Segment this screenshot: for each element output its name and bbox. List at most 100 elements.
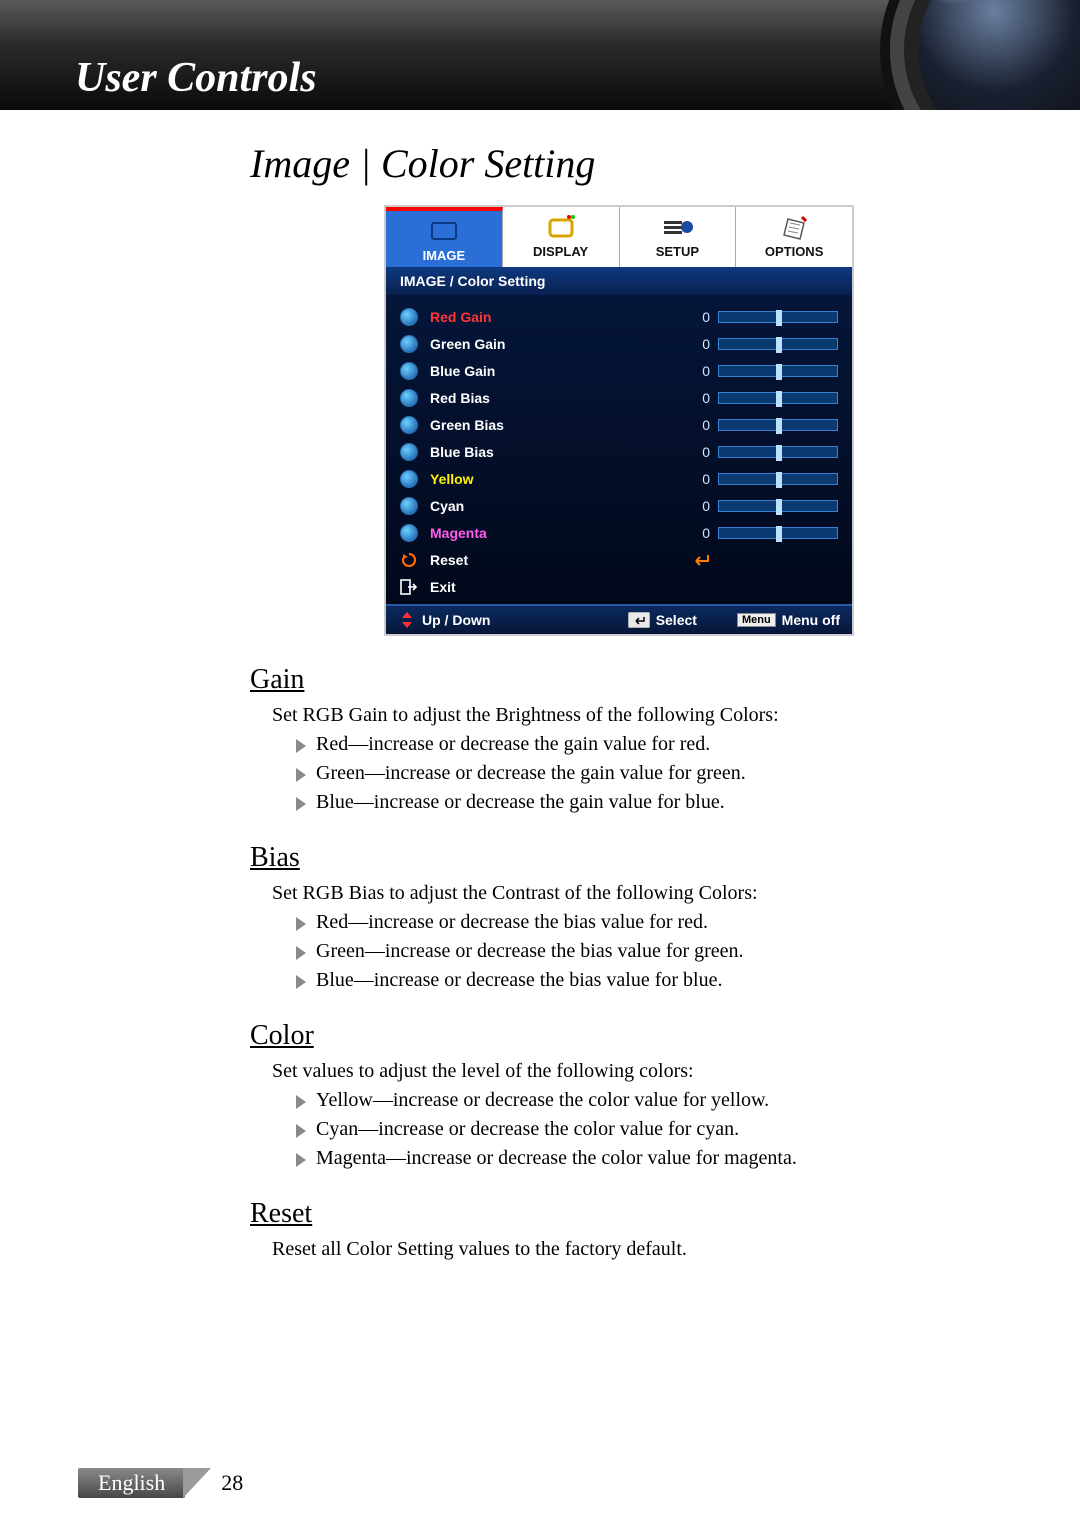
enter-icon [690, 552, 712, 568]
section-heading-color: Color [250, 1020, 950, 1052]
osd-row-label: Red Bias [430, 390, 676, 406]
osd-row-reset[interactable]: Reset [400, 546, 838, 573]
section-intro: Reset all Color Setting values to the fa… [272, 1238, 950, 1261]
setup-tab-icon [620, 213, 736, 241]
triangle-bullet-icon [296, 975, 306, 989]
section-heading-gain: Gain [250, 664, 950, 696]
wedge-decoration [183, 1468, 211, 1498]
osd-row-label: Blue Gain [430, 363, 676, 379]
bullet-item: Green—increase or decrease the gain valu… [296, 762, 950, 785]
section-heading-bias: Bias [250, 842, 950, 874]
osd-slider[interactable] [718, 473, 838, 485]
footer-updown: Up / Down [398, 611, 490, 629]
osd-slider[interactable] [718, 419, 838, 431]
osd-row-blue-bias[interactable]: Blue Bias0 [400, 438, 838, 465]
triangle-bullet-icon [296, 1124, 306, 1138]
bullet-icon [400, 443, 418, 461]
section-heading-reset: Reset [250, 1198, 950, 1230]
osd-row-exit[interactable]: Exit [400, 573, 838, 600]
bullet-item: Yellow—increase or decrease the color va… [296, 1089, 950, 1112]
bullet-item: Magenta—increase or decrease the color v… [296, 1147, 950, 1170]
osd-row-label: Magenta [430, 525, 676, 541]
bullet-icon [400, 416, 418, 434]
osd-row-label: Reset [430, 552, 690, 568]
footer-menuoff: Menu Menu off [737, 612, 840, 628]
osd-tabs: IMAGEDISPLAYSETUPOPTIONS [386, 207, 852, 267]
osd-value: 0 [676, 363, 710, 379]
display-tab-icon [503, 213, 619, 241]
bullet-icon [400, 362, 418, 380]
footer-select: Select [628, 612, 697, 628]
exit-icon [400, 578, 418, 596]
osd-row-label: Yellow [430, 471, 676, 487]
page-number: 28 [221, 1470, 243, 1496]
osd-menu: IMAGEDISPLAYSETUPOPTIONS IMAGE / Color S… [384, 205, 854, 636]
osd-value: 0 [676, 417, 710, 433]
updown-icon [398, 611, 416, 629]
header-band: User Controls [0, 0, 1080, 110]
section-intro: Set RGB Gain to adjust the Brightness of… [272, 704, 950, 727]
osd-row-label: Blue Bias [430, 444, 676, 460]
bullet-icon [400, 497, 418, 515]
reset-icon [400, 551, 418, 569]
osd-slider[interactable] [718, 527, 838, 539]
section-intro: Set RGB Bias to adjust the Contrast of t… [272, 882, 950, 905]
osd-row-label: Green Bias [430, 417, 676, 433]
osd-value: 0 [676, 336, 710, 352]
bullet-item: Green—increase or decrease the bias valu… [296, 940, 950, 963]
osd-row-red-gain[interactable]: Red Gain0 [400, 303, 838, 330]
bullet-item: Red—increase or decrease the bias value … [296, 911, 950, 934]
osd-tab-image[interactable]: IMAGE [386, 207, 503, 267]
osd-value: 0 [676, 471, 710, 487]
osd-value: 0 [676, 498, 710, 514]
triangle-bullet-icon [296, 768, 306, 782]
bullet-item: Blue—increase or decrease the gain value… [296, 791, 950, 814]
osd-value: 0 [676, 390, 710, 406]
osd-slider[interactable] [718, 311, 838, 323]
enter-key-icon [628, 612, 650, 628]
osd-tab-options[interactable]: OPTIONS [736, 207, 852, 267]
bullet-icon [400, 308, 418, 326]
page-footer: English 28 [78, 1468, 243, 1498]
triangle-bullet-icon [296, 1153, 306, 1167]
section-intro: Set values to adjust the level of the fo… [272, 1060, 950, 1083]
triangle-bullet-icon [296, 917, 306, 931]
image-tab-icon [386, 217, 502, 245]
osd-row-blue-gain[interactable]: Blue Gain0 [400, 357, 838, 384]
page-title: Image | Color Setting [250, 140, 1080, 187]
osd-row-label: Cyan [430, 498, 676, 514]
menu-key-icon: Menu [737, 613, 776, 627]
bullet-item: Red—increase or decrease the gain value … [296, 733, 950, 756]
bullet-item: Blue—increase or decrease the bias value… [296, 969, 950, 992]
osd-footer: Up / Down Select Menu Menu off [386, 604, 852, 634]
osd-slider[interactable] [718, 500, 838, 512]
osd-row-magenta[interactable]: Magenta0 [400, 519, 838, 546]
options-tab-icon [736, 213, 852, 241]
osd-breadcrumb: IMAGE / Color Setting [386, 267, 852, 295]
osd-slider[interactable] [718, 338, 838, 350]
osd-row-green-bias[interactable]: Green Bias0 [400, 411, 838, 438]
lens-graphic [890, 0, 1080, 110]
osd-value: 0 [676, 309, 710, 325]
osd-slider[interactable] [718, 446, 838, 458]
triangle-bullet-icon [296, 797, 306, 811]
osd-row-cyan[interactable]: Cyan0 [400, 492, 838, 519]
triangle-bullet-icon [296, 739, 306, 753]
triangle-bullet-icon [296, 946, 306, 960]
osd-row-red-bias[interactable]: Red Bias0 [400, 384, 838, 411]
osd-tab-display[interactable]: DISPLAY [503, 207, 620, 267]
content: Gain Set RGB Gain to adjust the Brightnes… [250, 664, 950, 1261]
osd-slider[interactable] [718, 365, 838, 377]
osd-slider[interactable] [718, 392, 838, 404]
osd-body: Red Gain0Green Gain0Blue Gain0Red Bias0G… [386, 295, 852, 604]
osd-row-label: Green Gain [430, 336, 676, 352]
osd-value: 0 [676, 444, 710, 460]
osd-value: 0 [676, 525, 710, 541]
header-title: User Controls [75, 54, 317, 102]
osd-row-label: Exit [430, 579, 838, 595]
osd-row-yellow[interactable]: Yellow0 [400, 465, 838, 492]
osd-row-green-gain[interactable]: Green Gain0 [400, 330, 838, 357]
bullet-icon [400, 524, 418, 542]
bullet-item: Cyan—increase or decrease the color valu… [296, 1118, 950, 1141]
osd-tab-setup[interactable]: SETUP [620, 207, 737, 267]
